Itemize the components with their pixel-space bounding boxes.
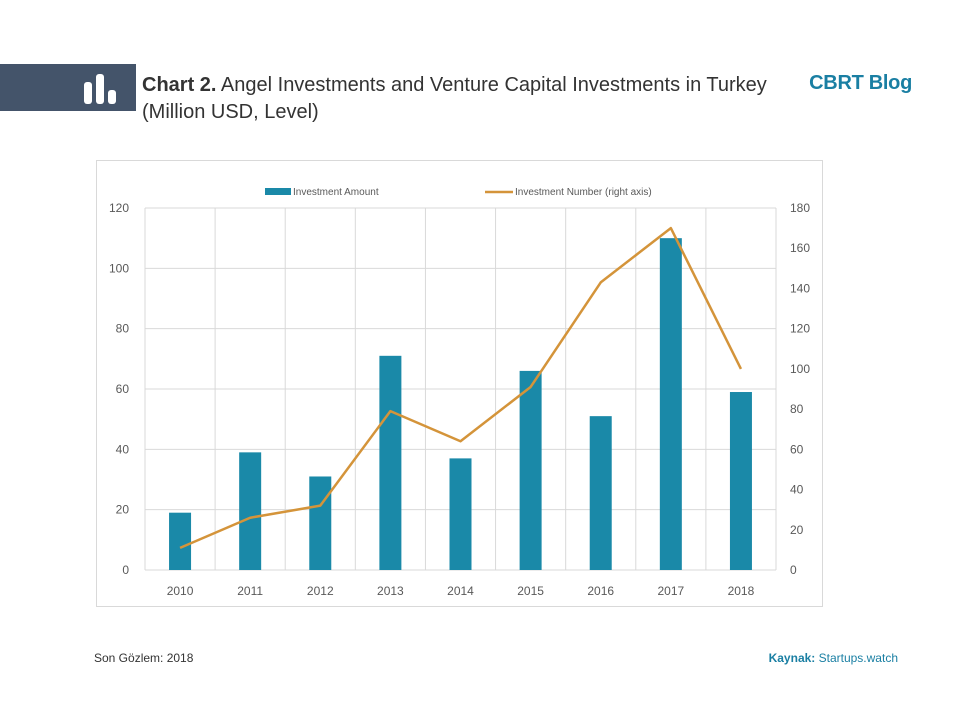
source-label: Kaynak: — [768, 651, 816, 665]
bar — [169, 512, 192, 570]
y-tick-label: 40 — [116, 442, 130, 456]
chart-frame: 0 20 40 60 80 100 120 0 20 40 60 80 100 120 140 160 180 2… — [96, 160, 823, 607]
y-tick-label: 120 — [109, 201, 129, 215]
y-tick-label: 100 — [109, 261, 129, 275]
x-tick-label: 2018 — [728, 584, 755, 598]
y2-tick-label: 60 — [790, 442, 804, 456]
legend-label: Investment Amount — [293, 187, 379, 198]
title-bold: Chart 2. — [142, 74, 217, 96]
bar — [519, 370, 542, 570]
page-title: Chart 2. Angel Investments and Venture C… — [142, 72, 782, 126]
x-tick-label: 2014 — [447, 584, 474, 598]
bar — [239, 452, 262, 570]
bar-chart-icon — [84, 74, 116, 104]
brand-logo: CBRT Blog — [809, 72, 912, 94]
title-text: Angel Investments and Venture Capital In… — [142, 74, 767, 123]
y2-tick-label: 140 — [790, 281, 810, 295]
y2-tick-label: 160 — [790, 241, 810, 255]
legend-label: Investment Number (right axis) — [515, 187, 652, 198]
bar — [379, 355, 402, 570]
source-note: Kaynak: Startups.watch — [769, 651, 898, 665]
y2-tick-label: 40 — [790, 483, 804, 497]
y2-tick-label: 100 — [790, 362, 810, 376]
bar — [309, 476, 332, 570]
bar — [449, 458, 472, 570]
last-observation-note: Son Gözlem: 2018 — [94, 651, 194, 665]
x-tick-label: 2016 — [587, 584, 614, 598]
y-tick-label: 60 — [116, 382, 130, 396]
bar — [589, 416, 612, 570]
x-tick-label: 2011 — [237, 584, 263, 598]
source-value: Startups.watch — [815, 651, 898, 665]
y2-tick-label: 120 — [790, 322, 810, 336]
y-tick-label: 20 — [116, 503, 130, 517]
y-tick-label: 0 — [122, 563, 129, 577]
bar — [659, 238, 682, 570]
series-line — [179, 226, 743, 550]
y2-tick-label: 180 — [790, 201, 810, 215]
bar — [729, 392, 752, 570]
y2-tick-label: 80 — [790, 402, 804, 416]
x-tick-label: 2012 — [307, 584, 334, 598]
y-tick-label: 80 — [116, 322, 130, 336]
x-tick-label: 2013 — [377, 584, 404, 598]
x-tick-label: 2015 — [517, 584, 544, 598]
chart: 0 20 40 60 80 100 120 0 20 40 60 80 100 120 140 160 180 2… — [109, 187, 810, 598]
x-tick-label: 2017 — [657, 584, 684, 598]
y2-tick-label: 0 — [790, 563, 797, 577]
x-tick-label: 2010 — [167, 584, 194, 598]
header-bar — [0, 64, 136, 111]
y2-tick-label: 20 — [790, 523, 804, 537]
legend-swatch-bar — [265, 188, 291, 195]
